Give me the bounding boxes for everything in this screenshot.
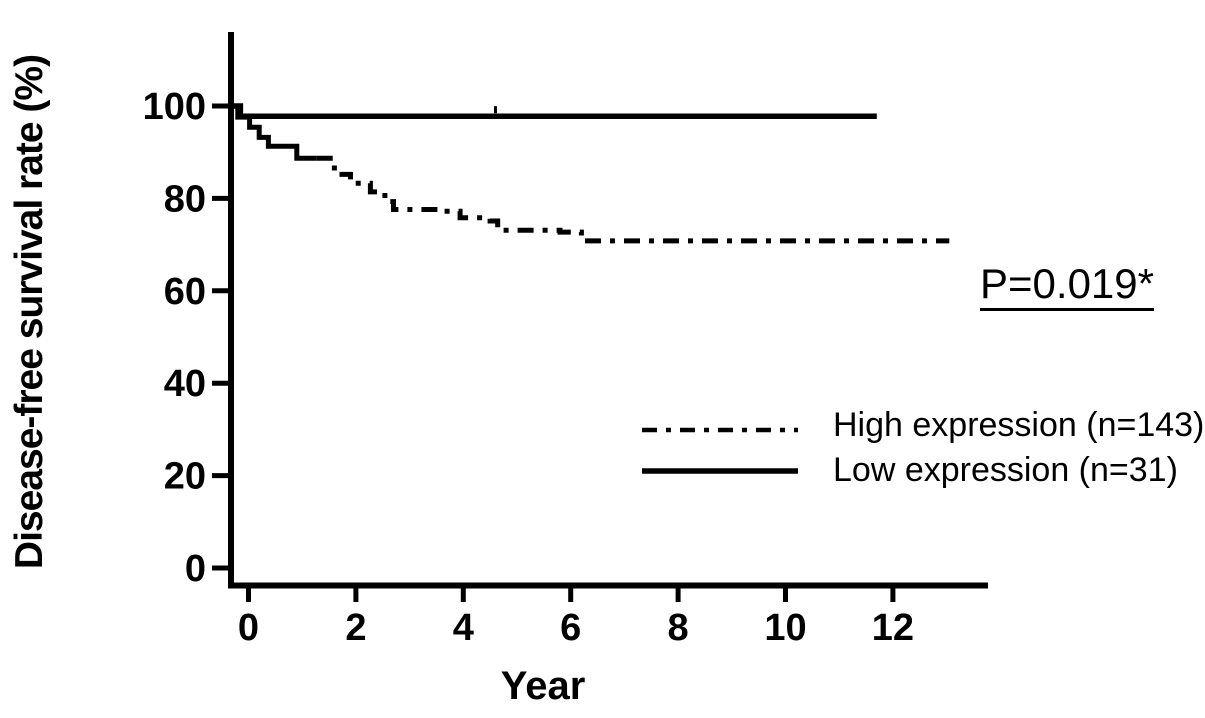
y-axis-title: Disease-free survival rate (%) [8, 54, 51, 570]
p-value-annotation: P=0.019* [980, 260, 1154, 311]
x-tick-label: 0 [238, 607, 259, 649]
y-tick-label: 60 [164, 271, 206, 313]
x-tick-label: 2 [345, 607, 366, 649]
legend-label-high-expression: High expression (n=143) [833, 406, 1205, 444]
y-tick-label: 40 [164, 363, 206, 405]
high-expression-curve-dashdot-segment [316, 155, 950, 244]
x-axis-title: Year [500, 664, 586, 708]
x-tick-label: 12 [872, 607, 914, 649]
y-tick-label: 80 [164, 178, 206, 220]
y-tick-label: 20 [164, 456, 206, 498]
legend-label-low-expression: Low expression (n=31) [833, 451, 1178, 489]
y-tick-label: 0 [185, 548, 206, 590]
x-tick-label: 8 [668, 607, 689, 649]
x-tick-label: 10 [764, 607, 806, 649]
x-tick-label: 6 [560, 607, 581, 649]
x-tick-label: 4 [453, 607, 474, 649]
low-expression-curve [229, 103, 877, 119]
y-tick-label: 100 [143, 86, 206, 128]
